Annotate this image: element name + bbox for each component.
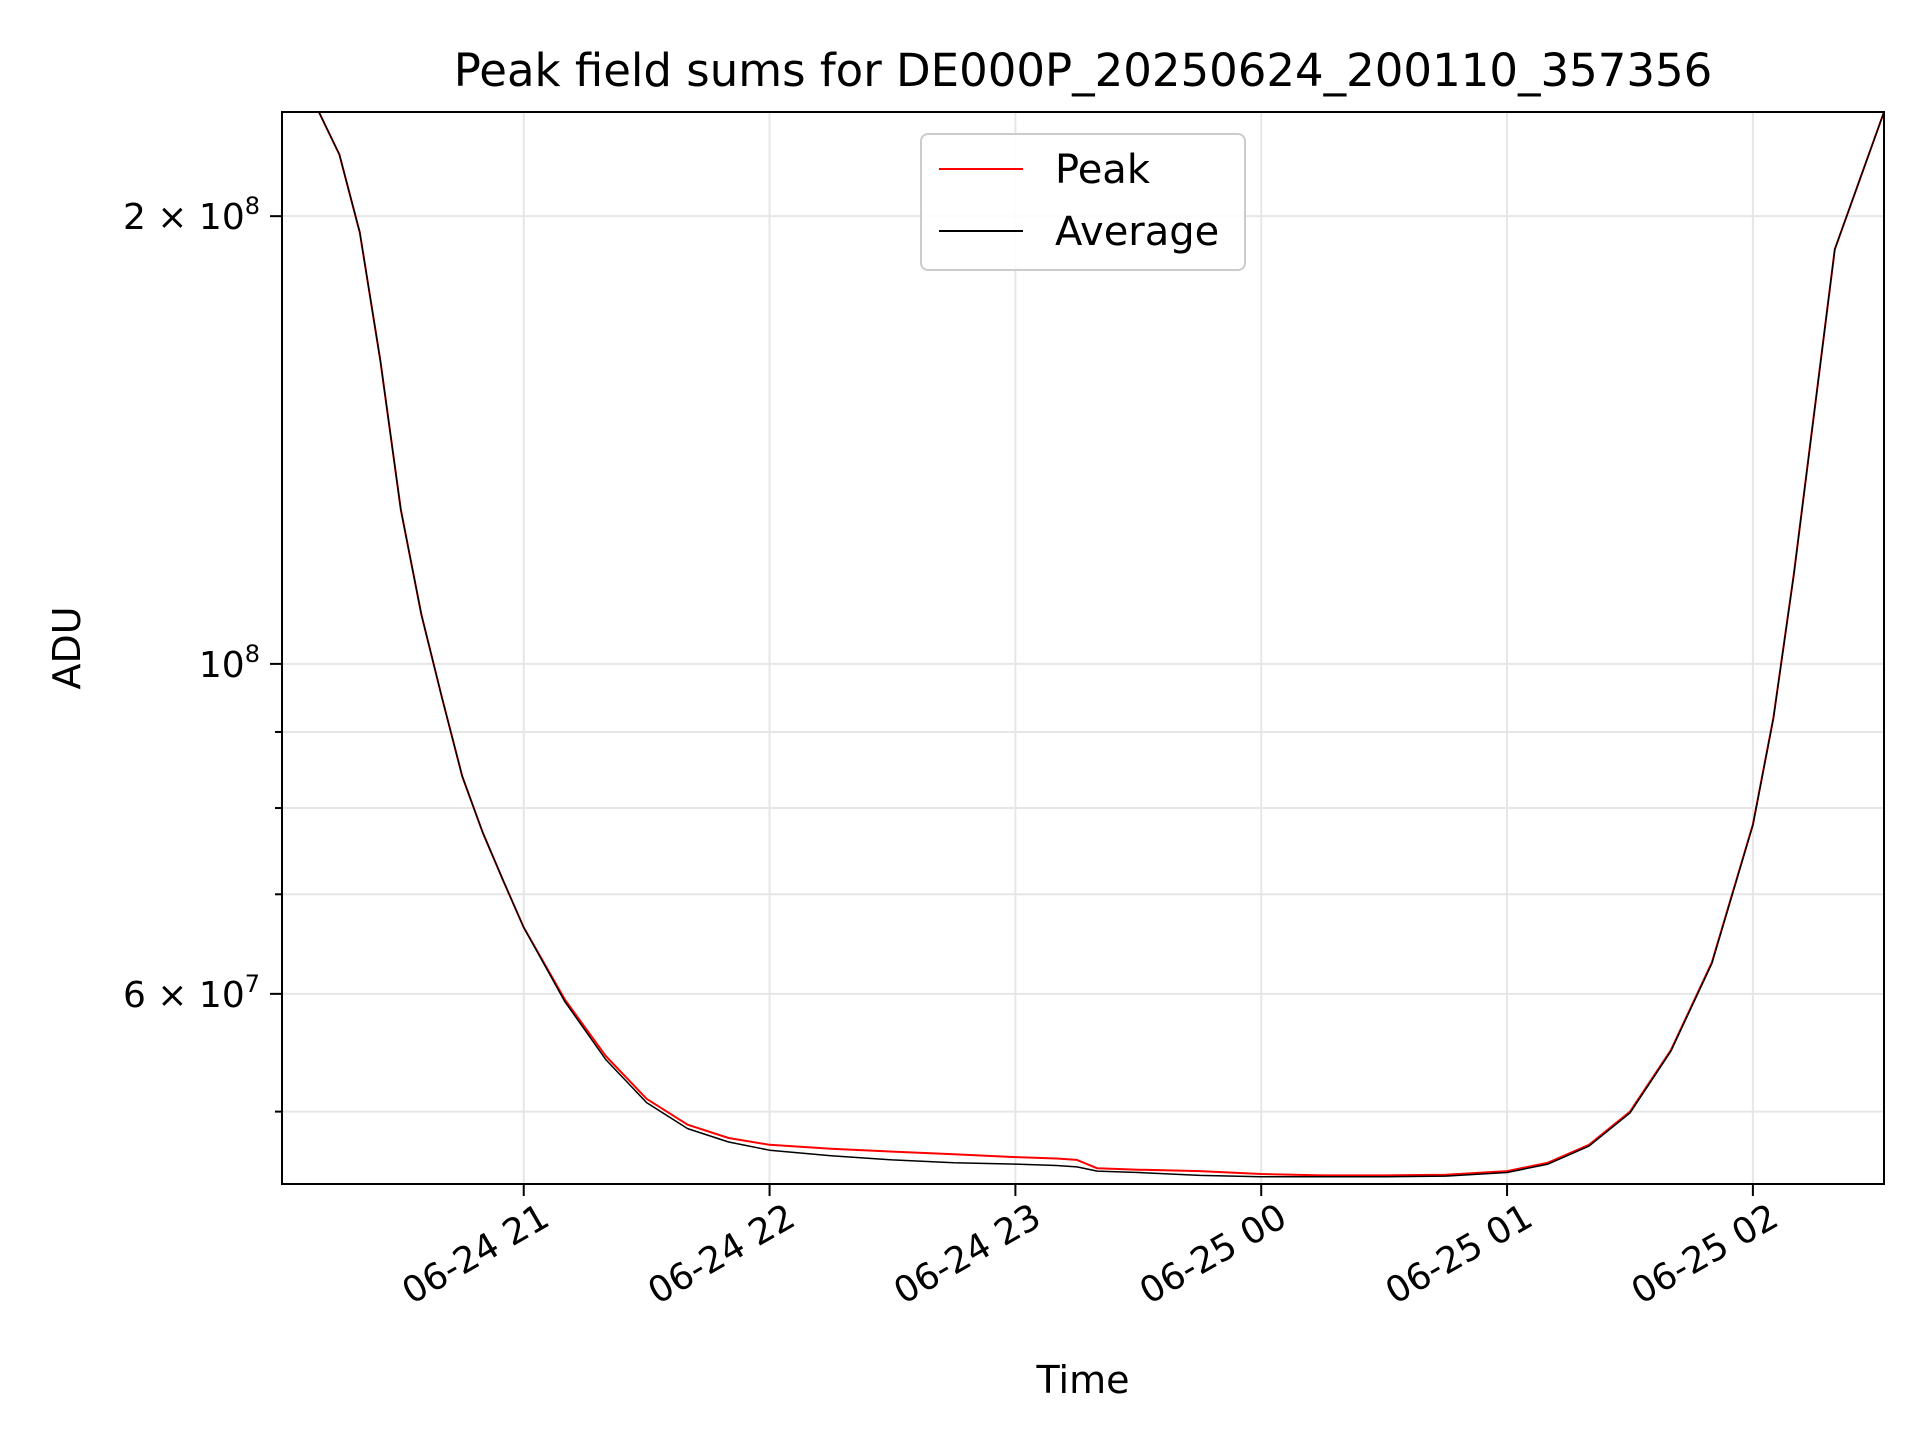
y-tick-label: 2 × 108 — [123, 192, 260, 238]
x-axis-label: Time — [1036, 1358, 1130, 1402]
legend-label-peak: Peak — [1055, 147, 1151, 193]
series-line-average — [282, 111, 1885, 1178]
y-tick-label: 108 — [199, 640, 260, 686]
y-axis-label: ADU — [45, 606, 89, 689]
legend-label-average: Average — [1055, 209, 1219, 255]
grid — [282, 112, 1884, 1184]
series-group — [282, 111, 1885, 1178]
chart-title: Peak field sums for DE000P_20250624_2001… — [454, 44, 1713, 97]
legend: Peak Average — [920, 133, 1246, 271]
y-tick-label: 6 × 107 — [123, 970, 260, 1016]
plot-frame — [281, 111, 1885, 1185]
y-axis: 6 × 107 108 2 × 108 — [123, 192, 282, 1113]
